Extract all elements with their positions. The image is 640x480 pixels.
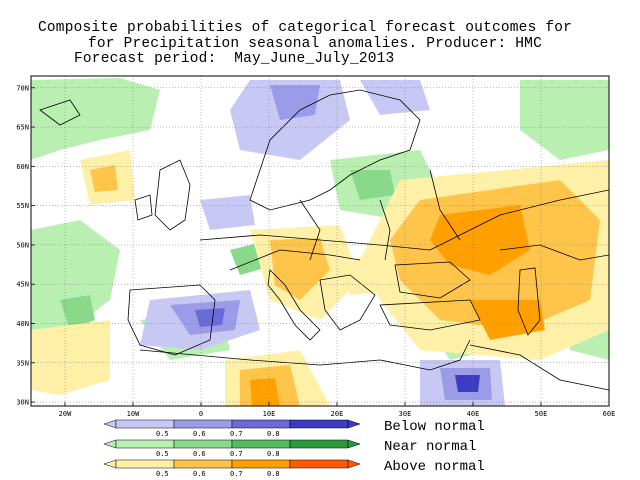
latitude-label: 40N [16,320,29,328]
iceland-coastline [39,99,81,126]
near-normal-area [350,170,395,200]
below-normal-area [195,308,225,327]
above-normal-area [250,378,280,406]
near-normal-area [520,80,609,160]
legend-swatch [231,419,291,429]
above-normal-area [31,320,110,395]
legend-label-below: Below normal [384,419,485,435]
british-isles-coastline [154,159,191,231]
longitude-label: 10E [263,410,276,418]
longitude-label: 30E [399,410,412,418]
map-title-line-2: for Precipitation seasonal anomalies. Pr… [88,36,542,52]
continental-border [429,169,461,241]
turkey-coastline [379,299,481,331]
black-sea-coastline [394,261,471,299]
legend-swatch [173,459,233,469]
legend-label-near: Near normal [384,439,477,455]
legend-swatch [231,459,291,469]
legend-tip-right [347,439,361,449]
latitude-label: 50N [16,241,29,249]
below-normal-area [360,80,430,115]
legend-swatch [173,419,233,429]
legend-swatch [115,459,175,469]
longitude-label: 0 [199,410,203,418]
legend-tick-label: 0.7 [230,450,243,458]
longitude-label: 10W [127,410,140,418]
latitude-label: 60N [16,163,29,171]
legend-tip-right [347,459,361,469]
caspian-coastline [517,267,541,336]
legend-swatch [289,419,349,429]
near-normal-area [60,295,95,330]
legend-tick-label: 0.8 [267,450,280,458]
continental-border [379,199,391,261]
legend-tick-label: 0.6 [193,470,206,478]
continental-border [199,189,609,251]
legend-tick-label: 0.6 [193,430,206,438]
axis-labels: 70N 65N 60N 55N 50N 45N 40N 35N 30N 20W 10W 0 10E 20E… [16,84,615,418]
above-normal-area [90,165,118,192]
longitude-label: 40E [467,410,480,418]
legend-swatch [115,419,175,429]
legend-swatch [231,439,291,449]
latitude-label: 65N [16,124,29,132]
latitude-label: 30N [16,399,29,407]
continental-border [229,249,361,271]
legend-tip-right [347,419,361,429]
ireland-coastline [134,194,153,221]
latitude-label: 35N [16,359,29,367]
legend-tip-left [103,439,117,449]
forecast-period: Forecast period: May_June_July_2013 [74,51,395,67]
legend-swatch [289,459,349,469]
italy-coastline [267,269,321,341]
above-normal-area [430,205,530,275]
longitude-label: 60E [603,410,616,418]
scandinavia-coastline [249,89,421,211]
map-frame [30,75,610,407]
below-normal-area [270,85,320,120]
above-normal-area [340,255,395,295]
iberia-coastline [127,284,216,356]
latitude-label: 45N [16,281,29,289]
color-legend: 0.5 0.6 0.7 0.8 0.5 0.6 0.7 0.8 0.5 0.6 0.7 0.8 [103,419,361,478]
legend-swatch [115,439,175,449]
legend-tick-label: 0.5 [156,470,169,478]
near-normal-area [31,220,120,340]
continental-border [499,244,609,261]
legend-tip-left [103,459,117,469]
below-normal-area [200,195,255,230]
legend-tick-label: 0.5 [156,450,169,458]
arabia-coastline [469,344,609,391]
legend-label-above: Above normal [384,459,485,475]
longitude-label: 50E [535,410,548,418]
legend-tip-left [103,419,117,429]
legend-tick-label: 0.7 [230,470,243,478]
legend-tick-label: 0.7 [230,430,243,438]
latitude-label: 70N [16,84,29,92]
continental-border [299,199,321,261]
legend-tick-label: 0.8 [267,470,280,478]
north-africa-coastline [139,339,471,371]
graticule [31,76,610,406]
legend-tick-label: 0.8 [267,430,280,438]
latitude-label: 55N [16,202,29,210]
near-normal-area [31,78,160,160]
legend-tick-label: 0.5 [156,430,169,438]
longitude-label: 20W [59,410,72,418]
legend-swatch [289,439,349,449]
balkans-coastline [319,274,376,331]
legend-tick-label: 0.6 [193,450,206,458]
below-normal-area [455,375,480,392]
coastlines [39,89,609,391]
legend-swatch [173,439,233,449]
longitude-label: 20E [331,410,344,418]
map-title-line-1: Composite probabilities of categorical f… [38,20,573,36]
